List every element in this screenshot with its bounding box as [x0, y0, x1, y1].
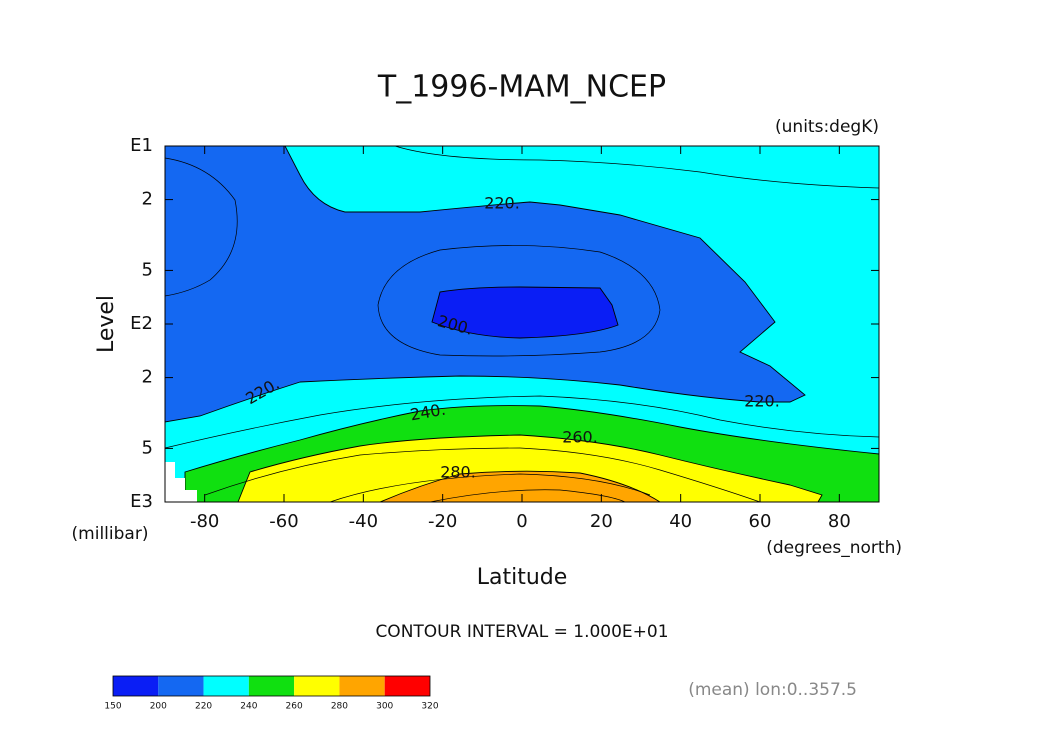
y-tick-label: 2	[142, 189, 153, 210]
x-tick-label: -60	[269, 511, 298, 532]
x-tick-label: 20	[590, 511, 613, 532]
x-tick-label: 0	[516, 511, 527, 532]
contour-line	[164, 157, 238, 297]
colorbar-label: 260	[286, 702, 303, 712]
contour-line	[377, 245, 661, 357]
y-tick-label: E2	[130, 313, 153, 334]
y-units-label: (millibar)	[72, 524, 149, 544]
x-tick-label: -40	[349, 511, 378, 532]
x-tick-label: 60	[749, 511, 772, 532]
colorbar-swatch	[158, 676, 204, 696]
missing-data	[165, 462, 175, 502]
contour-line	[164, 395, 880, 449]
contour-line	[204, 447, 761, 503]
x-tick-label: -20	[428, 511, 457, 532]
colorbar-frame	[112, 675, 431, 697]
chart-title: T_1996-MAM_NCEP	[377, 70, 666, 105]
contour-band	[431, 286, 619, 339]
colorbar-swatch	[113, 676, 159, 696]
y-tick-label: 5	[142, 259, 153, 280]
missing-data	[185, 490, 197, 502]
x-tick-label: 40	[669, 511, 692, 532]
contour-interval: CONTOUR INTERVAL = 1.000E+01	[375, 622, 668, 642]
contour-plot	[164, 145, 880, 503]
contour-label: 260.	[562, 428, 598, 447]
y-tick-label: 5	[142, 437, 153, 458]
x-tick-label: 80	[828, 511, 851, 532]
contour-line	[329, 473, 651, 503]
x-units-label: (degrees_north)	[766, 538, 902, 558]
contour-line	[394, 145, 880, 189]
colorbar-label: 150	[104, 702, 121, 712]
contour-label: 220.	[484, 194, 520, 213]
colorbar-swatch	[248, 676, 295, 696]
colorbar-label: 320	[421, 702, 438, 712]
colorbar-swatch	[384, 676, 430, 696]
colorbar-label: 280	[331, 702, 348, 712]
colorbar-swatch	[203, 676, 249, 696]
x-tick-label: -80	[190, 511, 219, 532]
colorbar-swatch	[294, 676, 340, 696]
y-tick-label: E1	[130, 135, 153, 156]
colorbar-label: 300	[376, 702, 393, 712]
contour-band	[379, 470, 662, 503]
contour-label: 220.	[744, 392, 780, 411]
footnote: (mean) lon:0..357.5	[688, 680, 857, 700]
y-tick-label: 2	[142, 367, 153, 388]
contour-line	[429, 489, 626, 503]
contour-band	[237, 434, 823, 503]
x-axis-label: Latitude	[477, 565, 568, 590]
y-tick-label: E3	[130, 491, 153, 512]
y-axis-label: Level	[94, 295, 119, 353]
contour-band	[164, 145, 806, 423]
colorbar-label: 220	[195, 702, 212, 712]
contour-label: 280.	[440, 463, 476, 482]
missing-data	[175, 478, 185, 502]
units-label: (units:degK)	[775, 117, 879, 137]
colorbar-label: 240	[240, 702, 257, 712]
colorbar-label: 200	[150, 702, 167, 712]
colorbar-swatch	[339, 676, 385, 696]
